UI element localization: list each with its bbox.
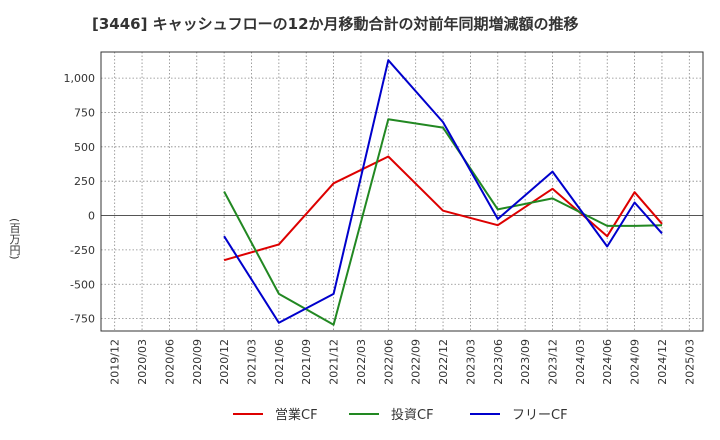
x-tick-label: 2019/12 — [109, 339, 122, 385]
x-tick-label: 2025/03 — [683, 339, 696, 385]
y-tick-label: -750 — [70, 313, 95, 326]
x-tick-label: 2024/12 — [656, 339, 669, 385]
x-tick-label: 2020/06 — [163, 339, 176, 385]
y-tick-label: 1,000 — [64, 72, 96, 85]
legend-label: 営業CF — [275, 407, 318, 423]
y-tick-label: 0 — [88, 210, 95, 223]
x-tick-label: 2023/03 — [464, 339, 477, 385]
y-tick-label: 250 — [74, 175, 95, 188]
series-line — [223, 155, 663, 262]
x-tick-label: 2021/09 — [300, 339, 313, 385]
x-tick-label: 2021/12 — [328, 339, 341, 385]
series-lines — [223, 59, 663, 326]
x-tick-label: 2022/09 — [410, 339, 423, 385]
x-tick-label: 2020/03 — [136, 339, 149, 385]
y-tick-labels: -750 -500 -250 0 250 500 750 1,000 — [64, 72, 96, 326]
legend-label: 投資CF — [391, 407, 434, 423]
x-tick-label: 2023/12 — [547, 339, 560, 385]
grid-lines — [101, 52, 703, 331]
x-tick-label: 2022/06 — [382, 339, 395, 385]
x-tick-label: 2020/12 — [218, 339, 231, 385]
x-tick-label: 2024/09 — [629, 339, 642, 385]
x-tick-label: 2023/06 — [492, 339, 505, 385]
plot-frame — [100, 51, 704, 332]
y-tick-label: 750 — [74, 106, 95, 119]
y-tick-label: -250 — [70, 244, 95, 257]
legend: 営業CF 投資CF フリーCF — [233, 407, 568, 423]
y-tick-label: 500 — [74, 141, 95, 154]
y-axis-unit-label: (百万円) — [8, 218, 21, 260]
x-tick-label: 2021/03 — [246, 339, 259, 385]
x-tick-label: 2023/09 — [519, 339, 532, 385]
legend-label: フリーCF — [512, 408, 568, 423]
x-tick-label: 2024/03 — [574, 339, 587, 385]
x-tick-label: 2021/06 — [273, 339, 286, 385]
x-tick-label: 2020/09 — [191, 339, 204, 385]
series-line — [223, 59, 663, 324]
x-tick-label: 2022/03 — [355, 339, 368, 385]
x-tick-labels: 2019/12 2020/03 2020/06 2020/09 2020/12 2021/… — [109, 339, 697, 385]
y-tick-label: -500 — [70, 278, 95, 291]
chart-title: [3446] キャッシュフローの12か月移動合計の対前年同期増減額の推移 — [92, 15, 579, 33]
x-tick-label: 2024/06 — [601, 339, 614, 385]
x-tick-label: 2022/12 — [437, 339, 450, 385]
